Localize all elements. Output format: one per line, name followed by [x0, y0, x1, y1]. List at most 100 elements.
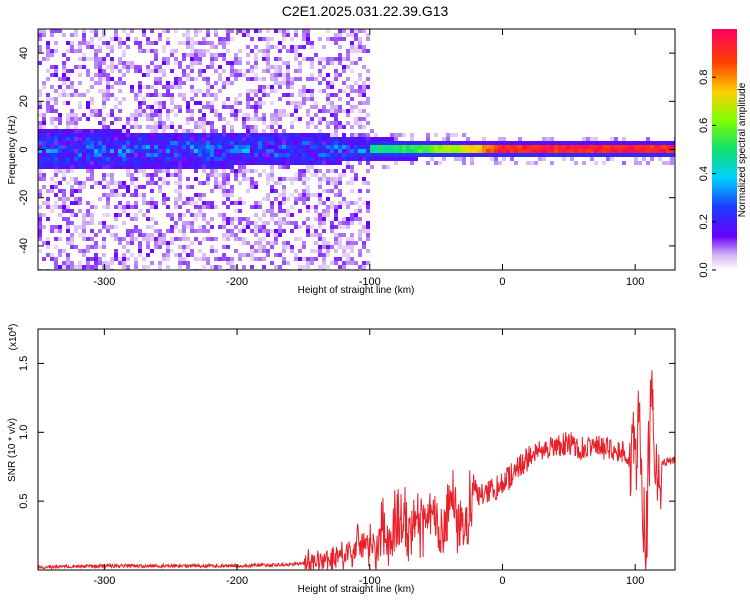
heatmap-cell [202, 257, 206, 261]
heatmap-cell [194, 217, 198, 221]
heatmap-cell [282, 185, 286, 189]
heatmap-cell [114, 181, 118, 185]
heatmap-cell [186, 153, 190, 157]
heatmap-cell [358, 109, 362, 113]
heatmap-cell [270, 245, 274, 249]
heatmap-cell [358, 233, 362, 237]
heatmap-cell [286, 197, 290, 201]
heatmap-cell [274, 141, 278, 145]
heatmap-cell [278, 229, 282, 233]
heatmap-cell [346, 137, 350, 141]
heatmap-cell [134, 133, 138, 137]
heatmap-cell [178, 109, 182, 113]
heatmap-cell [38, 45, 42, 49]
heatmap-cell [214, 161, 218, 165]
heatmap-cell [238, 49, 242, 53]
heatmap-cell [58, 181, 62, 185]
heatmap-cell [206, 77, 210, 81]
heatmap-cell [234, 149, 238, 153]
heatmap-cell [594, 149, 598, 153]
heatmap-cell [334, 141, 338, 145]
heatmap-cell [422, 149, 426, 153]
heatmap-cell [654, 141, 658, 145]
heatmap-cell [114, 253, 118, 257]
heatmap-cell [366, 201, 370, 205]
heatmap-cell [230, 157, 234, 161]
heatmap-cell [130, 217, 134, 221]
heatmap-cell [82, 185, 86, 189]
heatmap-cell [246, 33, 250, 37]
heatmap-cell [326, 149, 330, 153]
heatmap-cell [38, 29, 42, 33]
heatmap-cell [94, 33, 98, 37]
heatmap-cell [230, 193, 234, 197]
heatmap-cell [86, 169, 90, 173]
heatmap-cell [274, 233, 278, 237]
heatmap-cell [126, 189, 130, 193]
heatmap-cell [78, 249, 82, 253]
heatmap-cell [326, 73, 330, 77]
heatmap-cell [54, 245, 58, 249]
heatmap-cell [138, 253, 142, 257]
heatmap-cell [202, 213, 206, 217]
heatmap-cell [62, 205, 66, 209]
heatmap-cell [566, 141, 570, 145]
heatmap-cell [278, 85, 282, 89]
heatmap-cell [278, 153, 282, 157]
heatmap-cell [346, 161, 350, 165]
heatmap-cell [362, 229, 366, 233]
heatmap-cell [130, 193, 134, 197]
heatmap-cell [250, 89, 254, 93]
heatmap-cell [322, 45, 326, 49]
heatmap-cell [58, 253, 62, 257]
heatmap-cell [662, 145, 666, 149]
heatmap-cell [262, 169, 266, 173]
heatmap-cell [174, 225, 178, 229]
heatmap-cell [342, 249, 346, 253]
heatmap-cell [202, 237, 206, 241]
heatmap-cell [262, 101, 266, 105]
heatmap-cell [326, 205, 330, 209]
heatmap-cell [662, 149, 666, 153]
heatmap-cell [286, 145, 290, 149]
heatmap-cell [390, 137, 394, 141]
heatmap-cell [314, 125, 318, 129]
snr-plot-area [38, 329, 675, 570]
heatmap-cell [390, 141, 394, 145]
heatmap-cell [122, 97, 126, 101]
heatmap-cell [406, 157, 410, 161]
heatmap-cell [346, 113, 350, 117]
heatmap-cell [166, 57, 170, 61]
heatmap-cell [94, 57, 98, 61]
heatmap-cell [182, 213, 186, 217]
heatmap-cell [174, 85, 178, 89]
heatmap-cell [238, 173, 242, 177]
heatmap-cell [158, 185, 162, 189]
heatmap-cell [262, 85, 266, 89]
heatmap-cell [146, 41, 150, 45]
heatmap-cell [266, 37, 270, 41]
heatmap-cell [94, 261, 98, 265]
heatmap-cell [318, 57, 322, 61]
heatmap-cell [146, 73, 150, 77]
heatmap-cell [126, 161, 130, 165]
heatmap-cell [298, 141, 302, 145]
heatmap-cell [234, 137, 238, 141]
heatmap-cell [194, 57, 198, 61]
heatmap-cell [202, 145, 206, 149]
heatmap-cell [602, 149, 606, 153]
heatmap-cell [318, 81, 322, 85]
heatmap-cell [170, 53, 174, 57]
heatmap-cell [182, 225, 186, 229]
heatmap-cell [190, 65, 194, 69]
heatmap-cell [426, 145, 430, 149]
heatmap-cell [110, 49, 114, 53]
heatmap-cell [86, 165, 90, 169]
heatmap-cell [286, 213, 290, 217]
heatmap-cell [142, 145, 146, 149]
heatmap-cell [230, 257, 234, 261]
heatmap-cell [178, 149, 182, 153]
heatmap-cell [190, 145, 194, 149]
heatmap-cell [90, 37, 94, 41]
heatmap-cell [82, 149, 86, 153]
